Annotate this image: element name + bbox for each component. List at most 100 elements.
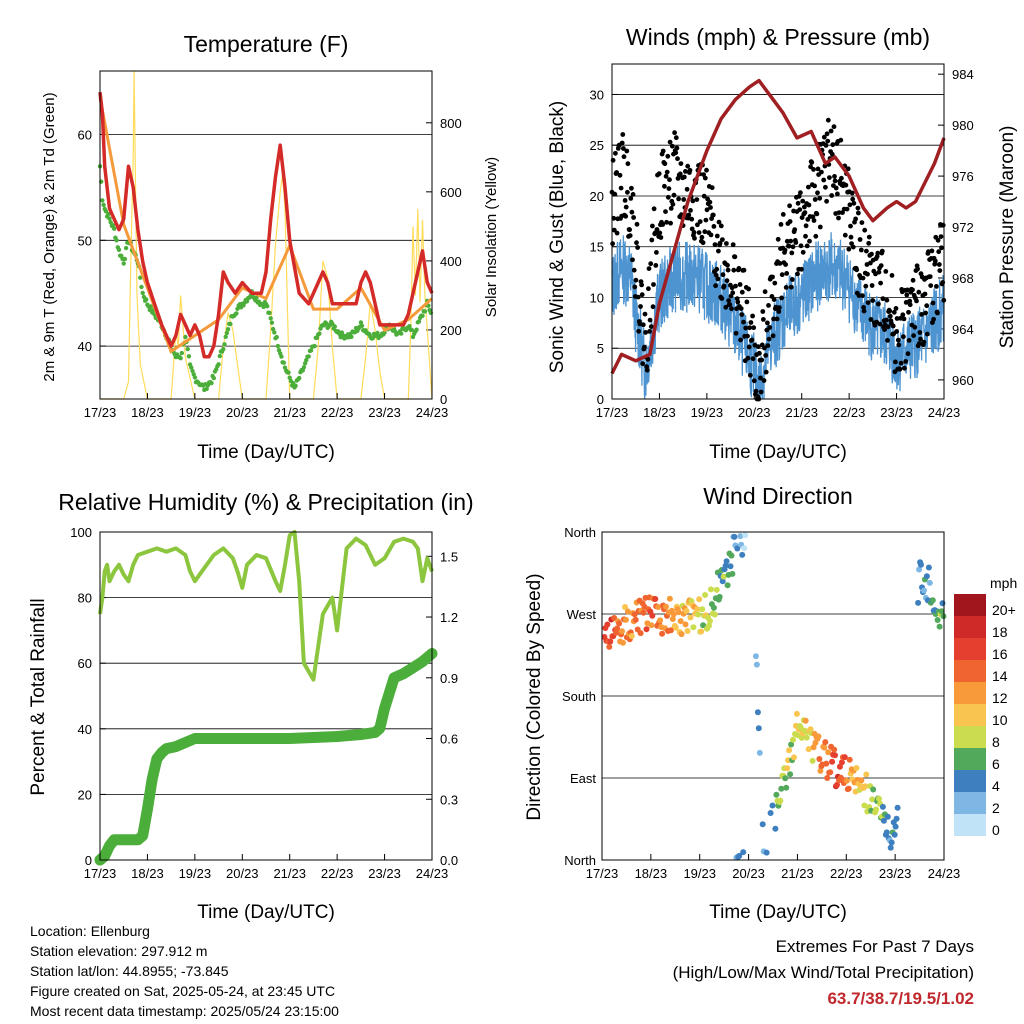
gust-point bbox=[861, 305, 866, 310]
gust-point bbox=[662, 161, 668, 167]
dewpoint-point bbox=[100, 198, 105, 203]
direction-point bbox=[858, 777, 865, 784]
gust-point bbox=[650, 304, 656, 310]
dewpoint-point bbox=[301, 365, 307, 370]
gust-point bbox=[639, 282, 644, 288]
colorbar-label: 2 bbox=[992, 800, 1000, 816]
gust-point bbox=[858, 247, 864, 253]
gust-point bbox=[730, 242, 736, 248]
gust-point bbox=[865, 300, 871, 305]
direction-xtick-label: 18/23 bbox=[635, 866, 668, 881]
gust-point bbox=[887, 313, 893, 319]
gust-point bbox=[815, 190, 820, 196]
gust-point bbox=[807, 238, 812, 244]
gust-point bbox=[646, 286, 651, 292]
gust-point bbox=[668, 220, 673, 226]
temperature-xlabel: Time (Day/UTC) bbox=[197, 442, 335, 463]
gust-point bbox=[643, 330, 648, 335]
direction-point bbox=[606, 643, 613, 650]
direction-point bbox=[740, 849, 747, 856]
dewpoint-point bbox=[399, 331, 404, 336]
direction-point bbox=[678, 631, 685, 638]
direction-point bbox=[831, 746, 838, 753]
direction-point bbox=[926, 579, 933, 586]
direction-point bbox=[846, 756, 853, 763]
direction-ytick-label: North bbox=[564, 525, 596, 540]
colorbar-swatch bbox=[954, 814, 986, 836]
direction-point bbox=[696, 596, 703, 603]
gust-point bbox=[829, 151, 835, 157]
gust-point bbox=[894, 329, 899, 334]
dewpoint-point bbox=[267, 310, 272, 316]
gust-point bbox=[810, 214, 816, 220]
direction-point bbox=[784, 765, 791, 772]
info-latlon: Station lat/lon: 44.8955; -73.845 bbox=[30, 963, 229, 979]
gust-point bbox=[804, 243, 810, 249]
rh-xtick-label: 18/23 bbox=[131, 866, 164, 881]
direction-ytick-label: North bbox=[564, 853, 596, 868]
gust-point bbox=[674, 145, 680, 151]
gust-point bbox=[657, 230, 663, 236]
gust-point bbox=[665, 194, 671, 200]
gust-point bbox=[720, 272, 726, 278]
gust-point bbox=[681, 197, 687, 202]
gust-point bbox=[666, 186, 672, 192]
dewpoint-point bbox=[275, 343, 281, 349]
gust-point bbox=[850, 196, 856, 202]
direction-point bbox=[817, 767, 824, 774]
direction-point bbox=[687, 614, 694, 621]
gust-point bbox=[621, 154, 627, 160]
dewpoint-point bbox=[139, 284, 144, 290]
direction-point bbox=[734, 545, 741, 552]
gust-point bbox=[875, 250, 881, 256]
direction-xtick-label: 24/23 bbox=[928, 866, 961, 881]
temp-xtick-label: 17/23 bbox=[84, 405, 117, 420]
dewpoint-point bbox=[140, 290, 145, 296]
rh-ytick-label: 60 bbox=[78, 656, 92, 671]
colorbar-label: 10 bbox=[992, 712, 1008, 728]
temp-xtick-label: 18/23 bbox=[131, 405, 164, 420]
solar-insolation-line bbox=[100, 70, 433, 400]
gust-point bbox=[814, 211, 820, 217]
gust-point bbox=[882, 327, 887, 332]
dewpoint-point bbox=[121, 261, 126, 266]
gust-point bbox=[839, 175, 844, 181]
gust-point bbox=[765, 343, 771, 348]
gust-point bbox=[802, 204, 807, 210]
gust-point bbox=[732, 254, 738, 260]
dewpoint-point bbox=[297, 375, 302, 381]
gust-point bbox=[778, 222, 784, 227]
gust-point bbox=[775, 236, 781, 242]
gust-point bbox=[737, 282, 743, 287]
direction-point bbox=[803, 734, 810, 741]
direction-point bbox=[652, 596, 659, 602]
gust-point bbox=[631, 215, 636, 220]
direction-point bbox=[719, 578, 726, 585]
temp-ytick-label: 60 bbox=[78, 127, 92, 142]
direction-point bbox=[624, 608, 631, 615]
gust-point bbox=[629, 209, 635, 215]
gust-point bbox=[906, 338, 912, 343]
direction-point bbox=[832, 752, 838, 759]
gust-point bbox=[712, 242, 718, 248]
dewpoint-point bbox=[306, 354, 311, 359]
direction-point bbox=[675, 609, 682, 616]
direction-point bbox=[728, 552, 735, 559]
dewpoint-point bbox=[116, 247, 122, 252]
wind-xtick-label: 23/23 bbox=[880, 405, 913, 420]
direction-point bbox=[845, 785, 852, 792]
gust-point bbox=[738, 306, 744, 311]
direction-point bbox=[707, 618, 713, 624]
gust-point bbox=[878, 280, 883, 286]
t2m-line bbox=[98, 92, 434, 359]
colorbar-label: 16 bbox=[992, 646, 1008, 662]
gust-point bbox=[863, 283, 869, 289]
direction-point bbox=[723, 558, 730, 565]
gust-point bbox=[654, 250, 659, 255]
gust-point bbox=[917, 330, 923, 335]
direction-point bbox=[663, 603, 669, 610]
extremes-line2: (High/Low/Max Wind/Total Precipitation) bbox=[672, 963, 974, 982]
gust-point bbox=[708, 205, 713, 210]
gust-point bbox=[776, 309, 782, 314]
gust-point bbox=[854, 267, 860, 273]
